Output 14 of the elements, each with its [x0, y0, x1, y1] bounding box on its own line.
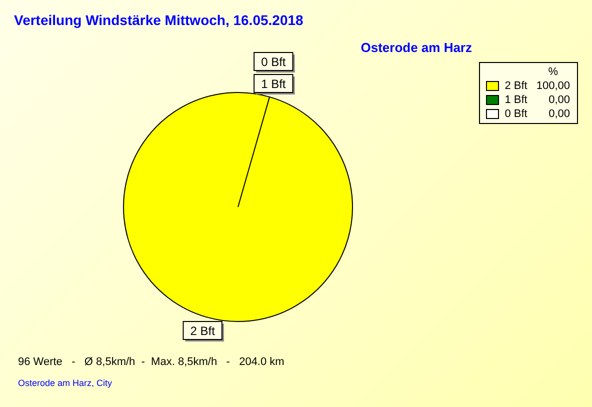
chart-title: Verteilung Windstärke Mittwoch, 16.05.2018: [14, 12, 304, 28]
text: 96 Werte - Ø 8,5km/h - Max. 8,5km/h - 204.0 km: [18, 356, 284, 368]
data-label: 100,00: [535, 79, 571, 93]
legend-label: 2 Bft: [504, 79, 528, 93]
legend-label: 1 Bft: [504, 93, 528, 107]
legend-title: %: [547, 65, 560, 79]
text: 0,00: [548, 94, 570, 106]
category-label: 0 Bft: [261, 54, 286, 69]
category-label: 1 Bft: [261, 76, 286, 91]
text: Osterode am Harz, City: [18, 378, 112, 388]
chart-subtitle: Osterode am Harz: [360, 40, 472, 55]
legend-label: 0 Bft: [504, 107, 528, 121]
text: 0,00: [548, 108, 570, 120]
slice-label: 2 Bft: [190, 324, 216, 338]
